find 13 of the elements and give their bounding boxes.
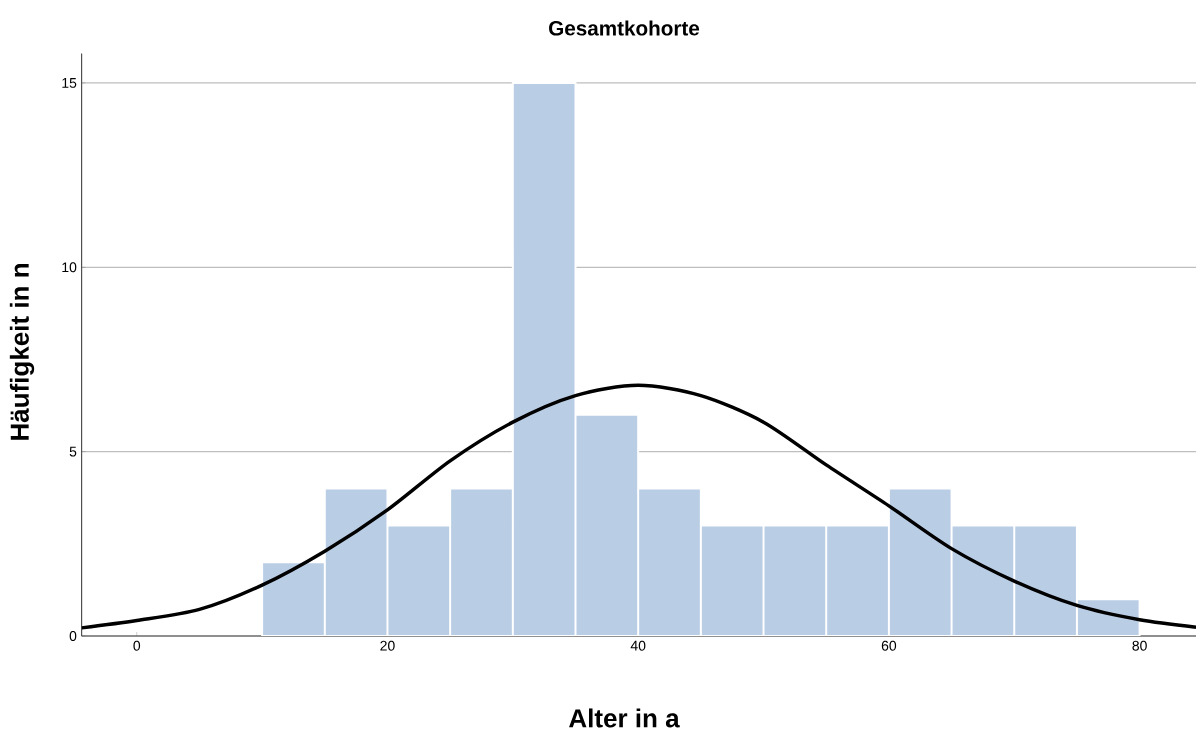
x-tick-label: 60 xyxy=(881,640,897,651)
y-tick-label: 5 xyxy=(69,446,77,457)
line-series xyxy=(81,383,1197,630)
x-axis-title: Alter in a xyxy=(569,708,680,728)
x-tick-label: 80 xyxy=(1132,640,1147,651)
x-tick-label: 40 xyxy=(630,640,646,651)
x-tick-label: 20 xyxy=(380,640,395,651)
chart-title: Gesamtkohorte xyxy=(549,20,700,36)
y-tick-label: 0 xyxy=(69,631,77,641)
y-tick-label: 10 xyxy=(62,262,77,273)
y-tick-label: 15 xyxy=(62,78,77,88)
y-axis-title: Häufigkeit in n xyxy=(9,264,35,440)
x-tick-label: 0 xyxy=(133,640,141,651)
